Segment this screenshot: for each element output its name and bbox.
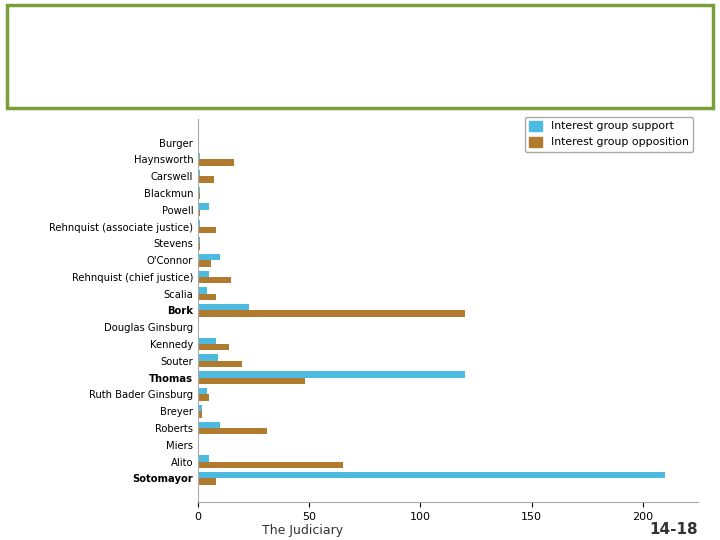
Bar <box>198 237 200 244</box>
Bar <box>198 422 220 428</box>
Bar <box>198 227 216 233</box>
Bar <box>198 204 209 210</box>
Bar <box>198 220 200 227</box>
Text: The Judiciary: The Judiciary <box>262 523 343 537</box>
Bar <box>198 304 249 310</box>
Bar <box>198 254 220 260</box>
Bar <box>198 176 214 183</box>
Bar <box>198 310 465 317</box>
Bar <box>198 193 200 199</box>
Bar <box>198 462 343 468</box>
Bar <box>198 361 243 367</box>
Bar <box>198 294 216 300</box>
Bar <box>198 153 200 159</box>
Bar <box>198 187 200 193</box>
Legend: Interest group support, Interest group opposition: Interest group support, Interest group o… <box>525 117 693 152</box>
Bar <box>198 338 216 344</box>
Bar <box>198 455 209 462</box>
Bar <box>198 354 218 361</box>
Bar <box>198 271 209 277</box>
Bar <box>198 388 207 394</box>
Bar <box>198 344 229 350</box>
Bar <box>198 244 200 249</box>
Bar <box>198 405 202 411</box>
Bar <box>198 377 305 384</box>
Bar <box>198 260 212 267</box>
Bar <box>198 411 202 417</box>
Text: Number of Interest Groups Supporting and Opposing
Supreme Court Nominees in Sena: Number of Interest Groups Supporting and… <box>120 29 600 84</box>
Bar <box>198 159 233 166</box>
Bar <box>198 170 200 176</box>
Bar <box>198 372 465 377</box>
Bar <box>198 478 216 485</box>
Bar <box>198 210 200 216</box>
Bar <box>198 428 267 434</box>
Bar <box>198 472 665 478</box>
Bar <box>198 277 231 284</box>
Bar <box>198 287 207 294</box>
Text: 14-18: 14-18 <box>649 522 698 537</box>
Bar <box>198 394 209 401</box>
